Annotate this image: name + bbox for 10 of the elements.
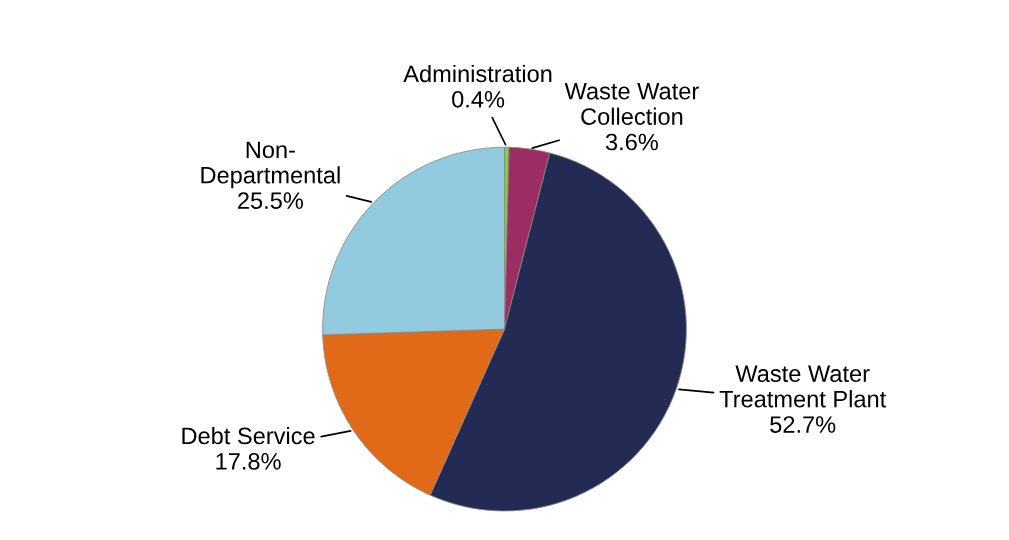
data-label: 17.8% [216, 453, 281, 470]
data-label: 25.5% [238, 192, 303, 209]
slice-label: Debt Service [182, 426, 315, 445]
data-label: 3.6% [605, 133, 658, 151]
slice-label: Waste Water Collection [564, 83, 699, 125]
data-label: 52.7% [770, 416, 836, 433]
slice-label: Administration [403, 64, 552, 83]
slice-label: Non- Departmental [201, 141, 340, 189]
data-label: 0.4% [452, 90, 505, 108]
slice-label: Waste Water Treatment Plant [719, 365, 887, 408]
